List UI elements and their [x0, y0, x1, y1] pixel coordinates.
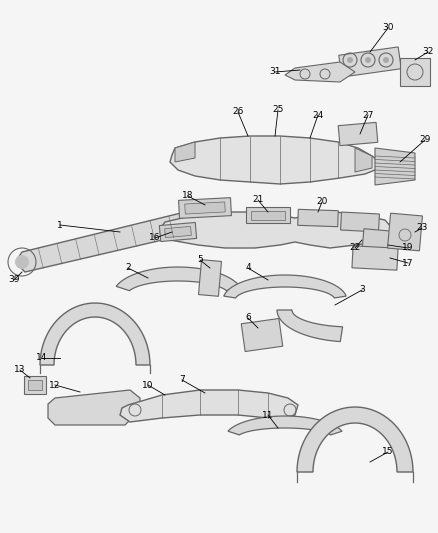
Text: 4: 4	[245, 263, 251, 272]
Text: 16: 16	[149, 233, 161, 243]
Text: 13: 13	[14, 366, 26, 375]
Polygon shape	[160, 212, 392, 248]
Polygon shape	[246, 207, 290, 223]
Text: 15: 15	[382, 448, 394, 456]
Polygon shape	[170, 136, 380, 184]
Polygon shape	[400, 58, 430, 86]
Polygon shape	[40, 303, 150, 365]
Polygon shape	[251, 211, 285, 220]
Text: 22: 22	[350, 244, 360, 253]
Text: 29: 29	[419, 135, 431, 144]
Text: 31: 31	[269, 68, 281, 77]
Text: 2: 2	[125, 263, 131, 272]
Polygon shape	[165, 227, 191, 238]
Circle shape	[365, 57, 371, 63]
Polygon shape	[375, 148, 415, 185]
Polygon shape	[277, 310, 343, 342]
Polygon shape	[338, 123, 378, 146]
Text: 26: 26	[232, 108, 244, 117]
Text: 27: 27	[362, 110, 374, 119]
Text: 19: 19	[402, 244, 414, 253]
Polygon shape	[179, 198, 231, 219]
Polygon shape	[297, 407, 413, 472]
Polygon shape	[198, 260, 222, 296]
Polygon shape	[362, 229, 394, 251]
Text: 12: 12	[49, 381, 61, 390]
Polygon shape	[224, 275, 346, 298]
Polygon shape	[175, 142, 195, 162]
Text: 30: 30	[382, 23, 394, 33]
Text: 20: 20	[316, 198, 328, 206]
Polygon shape	[48, 390, 140, 425]
Polygon shape	[339, 47, 401, 77]
Circle shape	[347, 57, 353, 63]
Text: 24: 24	[312, 110, 324, 119]
Text: 5: 5	[197, 255, 203, 264]
Text: 21: 21	[252, 196, 264, 205]
Polygon shape	[116, 267, 240, 290]
Text: 7: 7	[179, 376, 185, 384]
Polygon shape	[352, 246, 398, 270]
Polygon shape	[355, 148, 372, 172]
Circle shape	[15, 255, 29, 269]
Text: 11: 11	[262, 410, 274, 419]
Polygon shape	[185, 202, 225, 214]
Polygon shape	[228, 416, 342, 435]
Circle shape	[383, 57, 389, 63]
Text: 39: 39	[8, 276, 20, 285]
Polygon shape	[24, 376, 46, 394]
Polygon shape	[341, 212, 379, 232]
Text: 3: 3	[359, 286, 365, 295]
Text: 1: 1	[57, 221, 63, 230]
Text: 32: 32	[422, 47, 434, 56]
Text: 17: 17	[402, 259, 414, 268]
Polygon shape	[388, 213, 423, 251]
Text: 10: 10	[142, 381, 154, 390]
Text: 6: 6	[245, 313, 251, 322]
Polygon shape	[18, 212, 205, 272]
Polygon shape	[120, 390, 298, 422]
Polygon shape	[159, 222, 197, 241]
Text: 14: 14	[36, 353, 48, 362]
Polygon shape	[285, 62, 355, 82]
Polygon shape	[28, 380, 42, 390]
Text: 18: 18	[182, 191, 194, 200]
Polygon shape	[241, 319, 283, 351]
Polygon shape	[298, 209, 338, 227]
Text: 23: 23	[416, 223, 427, 232]
Text: 25: 25	[272, 106, 284, 115]
